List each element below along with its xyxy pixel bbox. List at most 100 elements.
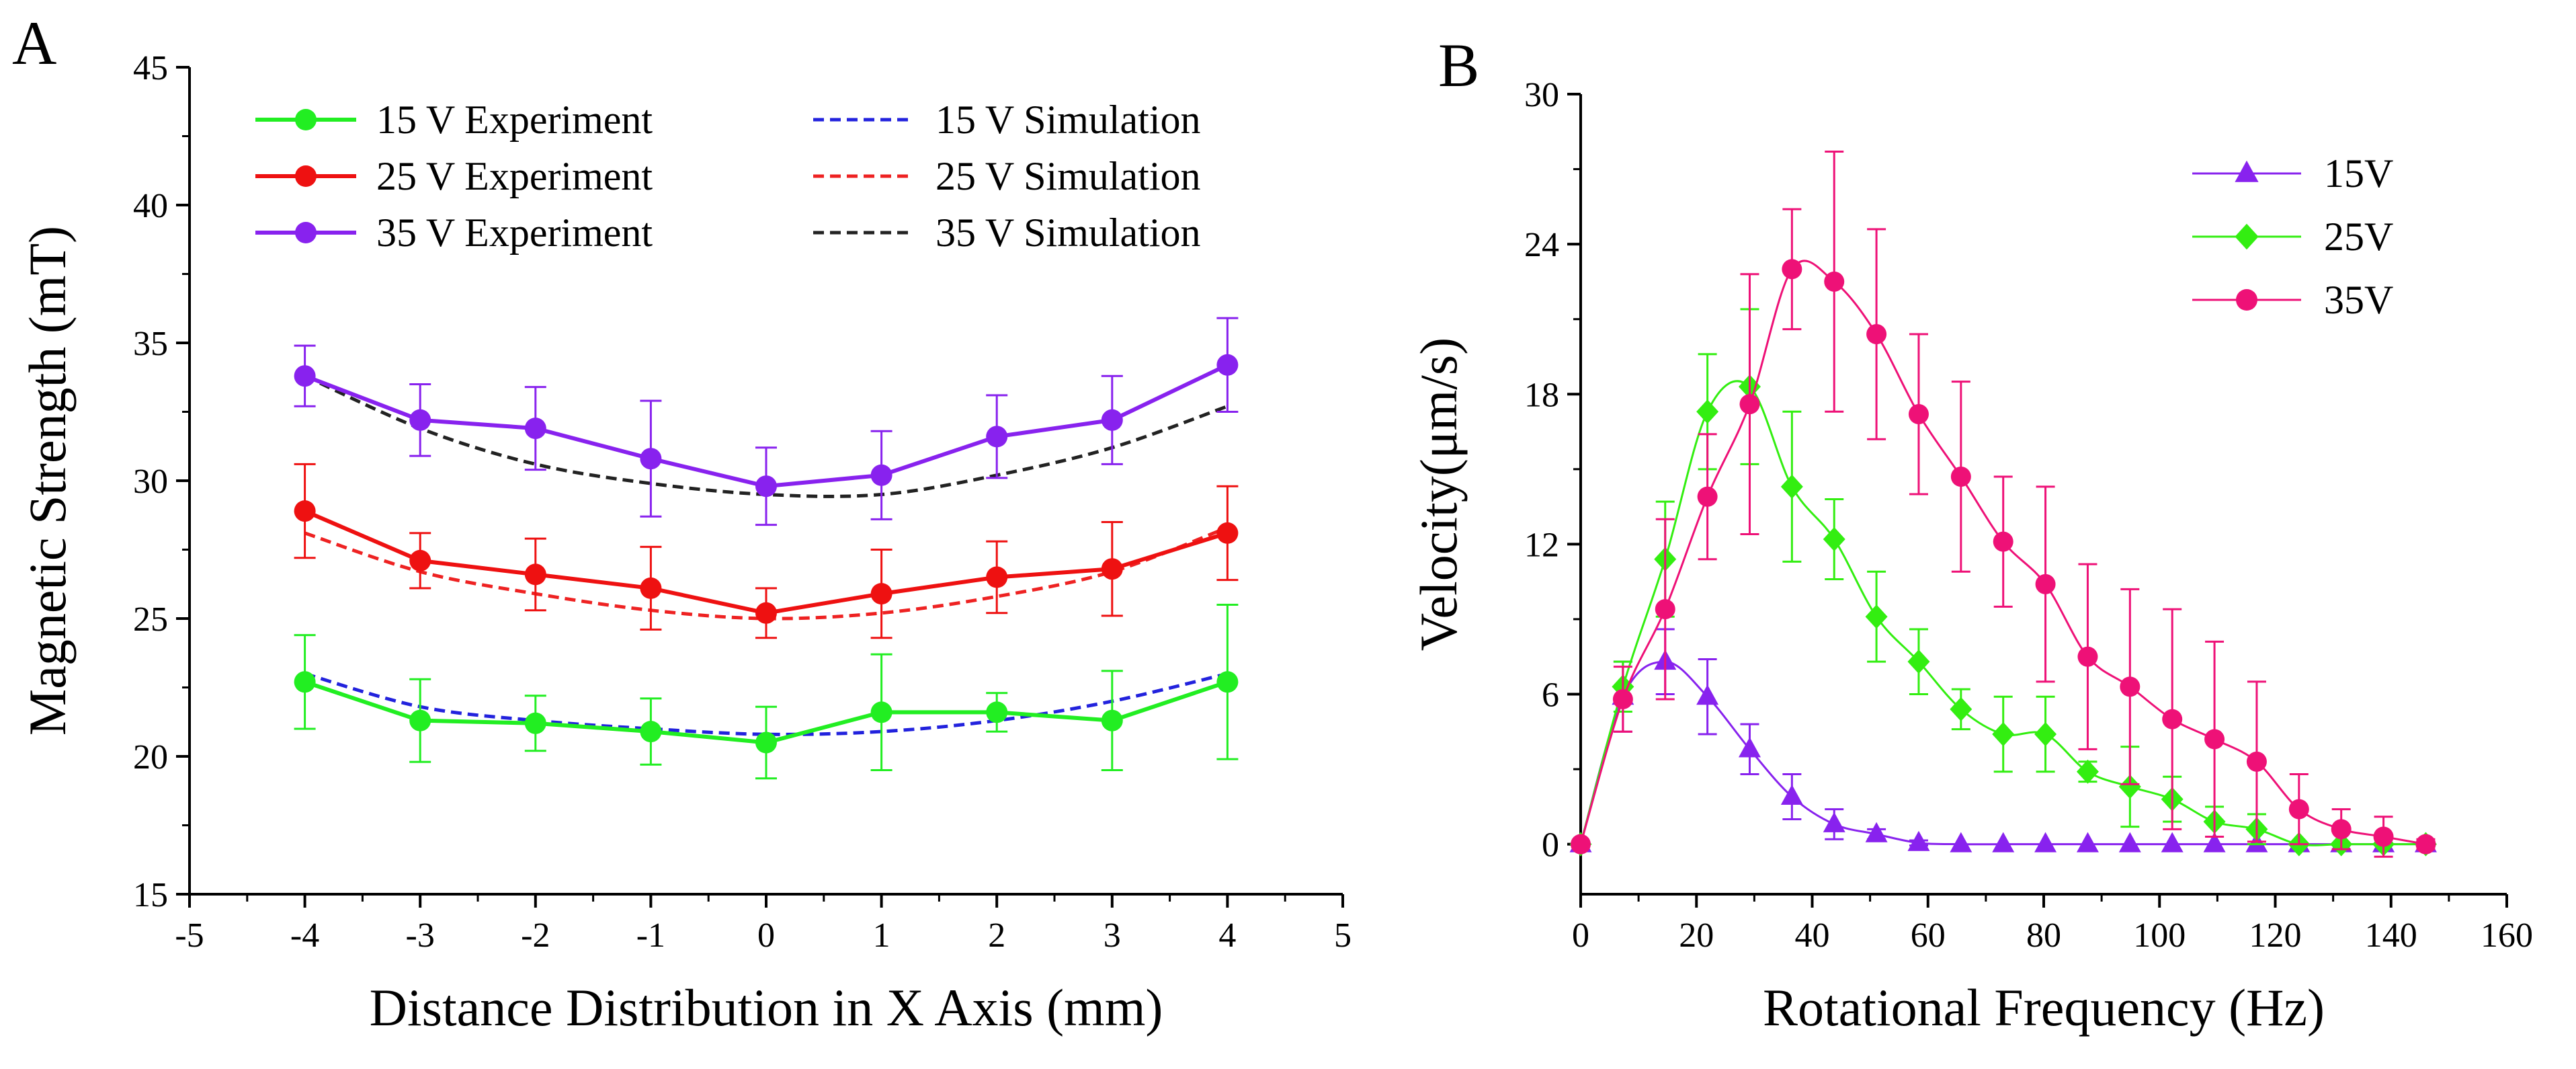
- data-point: [1216, 354, 1239, 376]
- data-point: [1780, 474, 1803, 499]
- data-point: [1866, 324, 1887, 344]
- data-point: [2034, 722, 2057, 746]
- data-point: [640, 577, 662, 599]
- y-tick-label: 45: [133, 49, 168, 87]
- data-point: [524, 712, 546, 734]
- data-point: [1571, 834, 1591, 855]
- data-point: [2331, 819, 2352, 840]
- legend-marker: [295, 165, 317, 187]
- legend-label: 15 V Experiment: [376, 97, 653, 142]
- data-point: [986, 701, 1008, 723]
- data-point: [2162, 709, 2183, 729]
- data-point: [1823, 811, 1845, 832]
- x-tick-label: -1: [636, 916, 665, 955]
- x-tick-label: -4: [290, 916, 319, 955]
- data-point: [1992, 832, 2015, 853]
- data-point: [755, 475, 777, 498]
- y-tick-label: 35: [133, 325, 168, 363]
- panel-label-b: B: [1438, 31, 1479, 100]
- y-tick-label: 0: [1542, 826, 1559, 865]
- simulation-line: [304, 672, 1228, 736]
- legend-label: 35 V Simulation: [936, 210, 1201, 255]
- x-axis-title: Rotational Frequency (Hz): [1763, 978, 2325, 1037]
- y-tick-label: 15: [133, 876, 168, 914]
- x-tick-label: 5: [1334, 916, 1352, 955]
- data-point: [2118, 832, 2141, 853]
- data-point: [2035, 573, 2056, 594]
- data-point: [1950, 697, 1972, 721]
- x-tick-label: 120: [2249, 916, 2302, 955]
- legend-label: 25 V Simulation: [936, 154, 1201, 198]
- panel-b: B 0 20 40 60 80 100 120 140 160 0 6 12 18 24 30 Rotation…: [1409, 31, 2533, 1037]
- x-axis-title: Distance Distribution in X Axis (mm): [370, 978, 1163, 1037]
- x-tick-label: -5: [175, 916, 204, 955]
- legend-marker: [2236, 289, 2257, 311]
- data-point: [1907, 649, 1930, 674]
- data-point: [294, 671, 316, 693]
- data-point: [1696, 684, 1719, 705]
- legend-marker: [295, 222, 317, 243]
- data-point: [1101, 709, 1123, 731]
- legend-marker: [2235, 223, 2259, 250]
- data-point: [1824, 271, 1845, 292]
- data-point: [2118, 775, 2141, 799]
- data-point: [986, 566, 1008, 588]
- data-point: [755, 731, 777, 754]
- data-point: [1612, 688, 1633, 709]
- legend-marker: [2235, 160, 2259, 182]
- x-tick-label: 0: [757, 916, 775, 955]
- data-point: [755, 602, 777, 624]
- data-point: [1696, 399, 1719, 424]
- data-point: [2034, 832, 2057, 853]
- data-point: [1993, 531, 2013, 552]
- x-tick-label: 100: [2133, 916, 2186, 955]
- x-tick-label: 1: [873, 916, 890, 955]
- data-point: [2076, 759, 2099, 784]
- legend-label: 35V: [2324, 278, 2393, 322]
- data-point: [1782, 259, 1802, 280]
- data-point: [1908, 404, 1929, 424]
- data-point: [986, 426, 1008, 448]
- panel-label-a: A: [12, 9, 56, 77]
- legend-label: 25V: [2324, 214, 2393, 259]
- data-point: [640, 721, 662, 743]
- data-point: [524, 418, 546, 440]
- x-tick-label: 3: [1104, 916, 1121, 955]
- data-point: [2076, 832, 2099, 853]
- y-axis-title: Magnetic Strength (mT): [18, 226, 77, 736]
- data-point: [409, 549, 431, 571]
- data-point: [1739, 394, 1760, 415]
- y-axis-title: Velocity(μm/s): [1409, 338, 1468, 651]
- x-tick-label: -3: [406, 916, 435, 955]
- data-point: [524, 563, 546, 586]
- y-tick-label: 40: [133, 187, 168, 225]
- y-tick-label: 24: [1524, 226, 1559, 264]
- data-point: [294, 365, 316, 387]
- data-point: [2415, 834, 2436, 855]
- data-point: [1738, 737, 1761, 758]
- legend-b: 15V 25V 35V: [2192, 151, 2393, 322]
- legend-label: 35 V Experiment: [376, 210, 653, 255]
- data-point: [1823, 526, 1845, 551]
- data-point: [1950, 832, 1972, 853]
- x-tick-label: 40: [1795, 916, 1830, 955]
- data-point: [1655, 599, 1675, 620]
- data-point: [1101, 409, 1123, 431]
- x-tick-label: 140: [2365, 916, 2417, 955]
- data-point: [1697, 486, 1718, 507]
- y-tick-label: 30: [1524, 76, 1559, 114]
- data-point: [2120, 676, 2141, 697]
- y-tick-label: 30: [133, 463, 168, 501]
- legend-label: 15 V Simulation: [936, 97, 1201, 142]
- data-point: [1216, 522, 1239, 544]
- x-tick-label: 160: [2481, 916, 2533, 955]
- data-point: [2161, 832, 2184, 853]
- legend-marker: [295, 109, 317, 130]
- data-point: [409, 709, 431, 731]
- data-point: [2288, 799, 2309, 820]
- data-point: [870, 464, 892, 486]
- x-tick-label: -2: [521, 916, 550, 955]
- data-point: [870, 701, 892, 723]
- x-tick-label: 2: [988, 916, 1005, 955]
